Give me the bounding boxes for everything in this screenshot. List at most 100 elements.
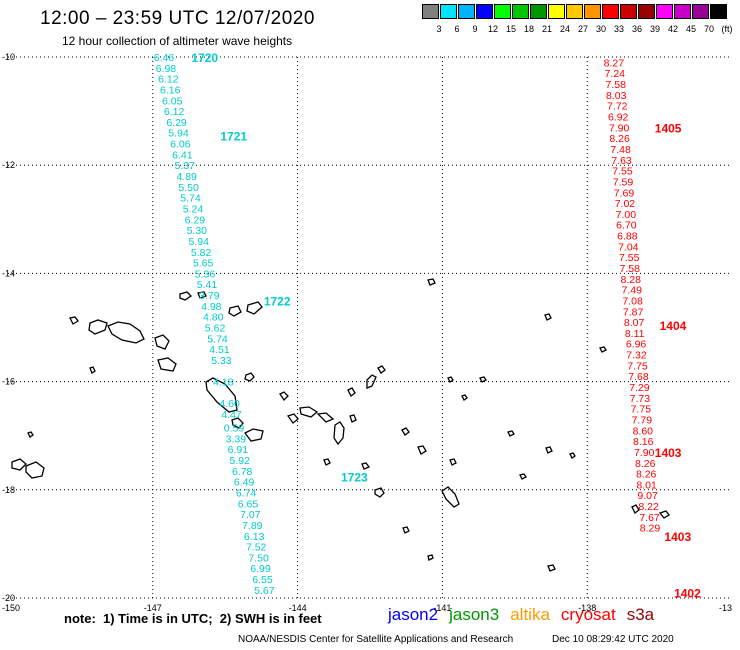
wave-height-label: 8.27	[604, 57, 625, 69]
wave-height-label: 8.11	[625, 328, 645, 340]
wave-height-label: 8.22	[638, 501, 659, 513]
pass-time-label: 1722	[264, 294, 291, 308]
wave-height-label: 5.74	[207, 333, 228, 345]
wave-height-label: 5.33	[211, 355, 232, 367]
longitude-tick-label: -141	[433, 603, 451, 613]
scale-swatch	[710, 4, 727, 19]
pass-time-label: 1405	[655, 121, 682, 135]
wave-height-label: 7.55	[619, 252, 640, 264]
lat-lon-grid	[8, 56, 732, 599]
wave-height-label: 5.74	[180, 193, 201, 205]
longitude-tick-label: -138	[578, 603, 596, 613]
scale-swatch	[638, 4, 655, 19]
scale-label: 15	[505, 24, 516, 34]
wave-height-label: 7.52	[246, 542, 267, 554]
scale-swatch	[602, 4, 619, 19]
wave-height-label: 7.02	[615, 198, 636, 210]
scale-swatch	[458, 4, 475, 19]
wave-height-label: 3.39	[226, 433, 247, 445]
wave-height-label: 7.67	[639, 512, 660, 524]
scale-label: 6	[454, 24, 460, 34]
wave-height-label: 6.29	[185, 214, 206, 226]
wave-height-label: 6.06	[170, 139, 191, 151]
scale-label: 3	[436, 24, 442, 34]
latitude-tick-label: -16	[2, 377, 15, 387]
axis-tick-labels: -10 -12 -14 -16 -18 -20-150 -147 -144 -141 -138 -1…	[2, 52, 732, 613]
wave-height-label: 7.90	[609, 122, 630, 134]
wave-height-label: 6.99	[250, 563, 271, 575]
pass-time-label: 1723	[341, 470, 368, 484]
track-jason3: 6.466.986.126.166.056.126.295.946.066.41…	[154, 51, 368, 597]
scale-swatch	[584, 4, 601, 19]
longitude-tick-label: -13	[719, 603, 732, 613]
credit-line: NOAA/NESDIS Center for Satellite Applica…	[238, 634, 514, 645]
map-subtitle: 12 hour collection of altimeter wave hei…	[62, 34, 293, 48]
island-outlines	[11, 278, 670, 572]
wave-height-label: 7.59	[613, 176, 634, 188]
pass-time-label: 1404	[660, 319, 687, 333]
latitude-tick-label: -10	[2, 52, 15, 62]
wave-height-label: 7.63	[611, 155, 632, 167]
wave-height-label: 6.96	[626, 339, 647, 351]
wave-height-label: 5.92	[230, 455, 251, 467]
wave-height-label: 4.51	[209, 344, 230, 356]
satellite-tracks: 6.466.986.126.166.056.126.295.946.066.41…	[154, 51, 701, 601]
wave-height-label: 6.70	[616, 220, 637, 232]
legend-jason2: jason2	[388, 605, 439, 624]
wave-height-label: 4.89	[176, 171, 197, 183]
wave-height-label: 6.91	[228, 444, 249, 456]
scale-swatch	[674, 4, 691, 19]
wave-height-label: 7.50	[248, 552, 269, 564]
wave-height-label: 8.26	[609, 133, 630, 145]
wave-height-label: 8.01	[636, 479, 657, 491]
generated-timestamp: Dec 10 08:29:42 UTC 2020	[552, 634, 674, 645]
wave-height-label: 8.26	[635, 458, 656, 470]
wave-height-label: 5.94	[189, 236, 210, 248]
wave-height-label: 8.29	[640, 523, 661, 535]
scale-swatch	[620, 4, 637, 19]
wave-height-label: 7.72	[607, 101, 628, 113]
wave-height-label: 6.92	[608, 112, 629, 124]
wave-height-label: 7.75	[627, 360, 648, 372]
wave-height-label: 7.48	[610, 144, 631, 156]
wave-height-label: 6.29	[166, 117, 187, 129]
scale-label: 9	[472, 24, 478, 34]
scale-label: 33	[613, 24, 624, 34]
wave-height-label: 5.50	[178, 182, 199, 194]
wave-height-label: 7.79	[632, 414, 653, 426]
pass-time-label: 1720	[191, 51, 218, 65]
wave-height-label: 7.00	[616, 209, 637, 221]
wave-height-label: 6.16	[160, 84, 181, 96]
latitude-tick-label: -14	[2, 268, 15, 278]
wave-height-label: 7.89	[242, 520, 263, 532]
wave-height-label: 5.65	[193, 258, 214, 270]
scale-label: 27	[577, 24, 588, 34]
wave-height-label: 7.69	[614, 187, 635, 199]
scale-swatch	[512, 4, 529, 19]
scale-swatch	[422, 4, 439, 19]
scale-label: 24	[559, 24, 570, 34]
scale-swatch	[494, 4, 511, 19]
legend-jason3: jason3	[449, 605, 500, 624]
scale-swatch	[440, 4, 457, 19]
wave-height-label: 7.68	[628, 371, 649, 383]
wave-height-label: 6.55	[252, 574, 273, 586]
scale-label: 39	[649, 24, 660, 34]
wave-height-label: 7.87	[623, 306, 644, 318]
scale-label: 70	[703, 24, 714, 34]
wave-height-label: 5.37	[175, 160, 196, 172]
satellite-legend: jason2 jason3 altika cryosat s3a	[388, 605, 665, 625]
map-title: 12:00 – 23:59 UTC 12/07/2020	[40, 8, 315, 29]
wave-height-label: 5.30	[187, 225, 208, 237]
scale-label: (ft)	[721, 24, 733, 34]
scale-label: 36	[631, 24, 642, 34]
wave-height-label: 4.80	[203, 312, 224, 324]
wave-height-label: 7.24	[605, 68, 626, 80]
wave-height-label: 7.55	[612, 166, 633, 178]
wave-height-label: 6.12	[158, 74, 179, 86]
legend-altika: altika	[510, 605, 550, 624]
wave-height-label: 7.07	[240, 509, 261, 521]
wave-height-label: 7.73	[630, 393, 651, 405]
wave-height-label: 5.82	[191, 247, 212, 259]
wave-height-label: 6.78	[232, 466, 253, 478]
